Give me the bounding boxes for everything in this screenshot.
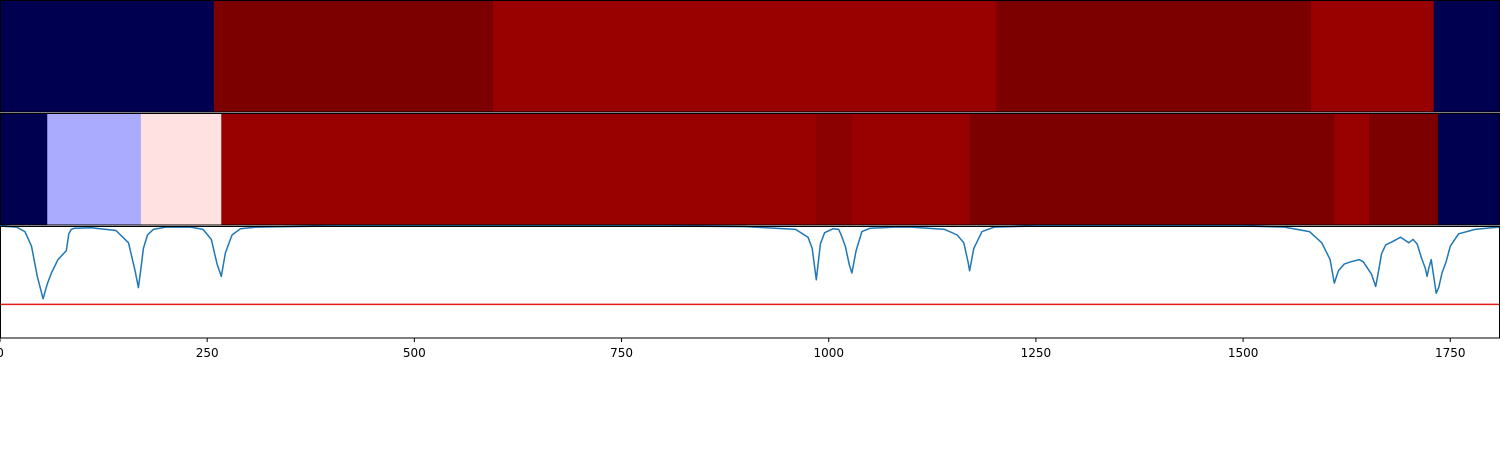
panel-2-segment-8 — [1334, 113, 1370, 225]
panel-2-segment-2 — [47, 113, 142, 225]
panel-1-segment-4 — [996, 0, 1312, 112]
panel-1-segment-2 — [213, 0, 494, 112]
panel-2-segment-5 — [816, 113, 853, 225]
panel-2-segment-9 — [1369, 113, 1439, 225]
panel-1 — [0, 0, 1500, 113]
x-tick-label-250: 250 — [196, 346, 219, 360]
panel-1-segment-1 — [0, 0, 215, 112]
x-tick-label-1750: 1750 — [1435, 346, 1466, 360]
x-axis: 0 250 500 750 1000 1250 1500 1750 — [0, 337, 1500, 360]
panel-2-segment-10 — [1437, 113, 1500, 225]
panel-2-segment-1 — [0, 113, 48, 225]
panel-2-segment-6 — [851, 113, 971, 225]
x-tick-label-500: 500 — [403, 346, 426, 360]
panel-2-segment-3 — [140, 113, 222, 225]
panel-1-segment-6 — [1433, 0, 1500, 112]
x-tick-label-750: 750 — [610, 346, 633, 360]
panel-1-segment-3 — [493, 0, 997, 112]
x-tick-label-1250: 1250 — [1021, 346, 1052, 360]
x-tick-label-1500: 1500 — [1228, 346, 1259, 360]
panels-layer — [0, 0, 1500, 339]
signal-line — [0, 225, 1500, 300]
panel-1-segment-5 — [1311, 0, 1435, 112]
panel-2 — [0, 113, 1500, 226]
panel-2-segment-4 — [221, 113, 817, 225]
x-tick-label-0: 0 — [0, 346, 4, 360]
x-tick-label-1000: 1000 — [813, 346, 844, 360]
panel-2-segment-7 — [969, 113, 1335, 225]
